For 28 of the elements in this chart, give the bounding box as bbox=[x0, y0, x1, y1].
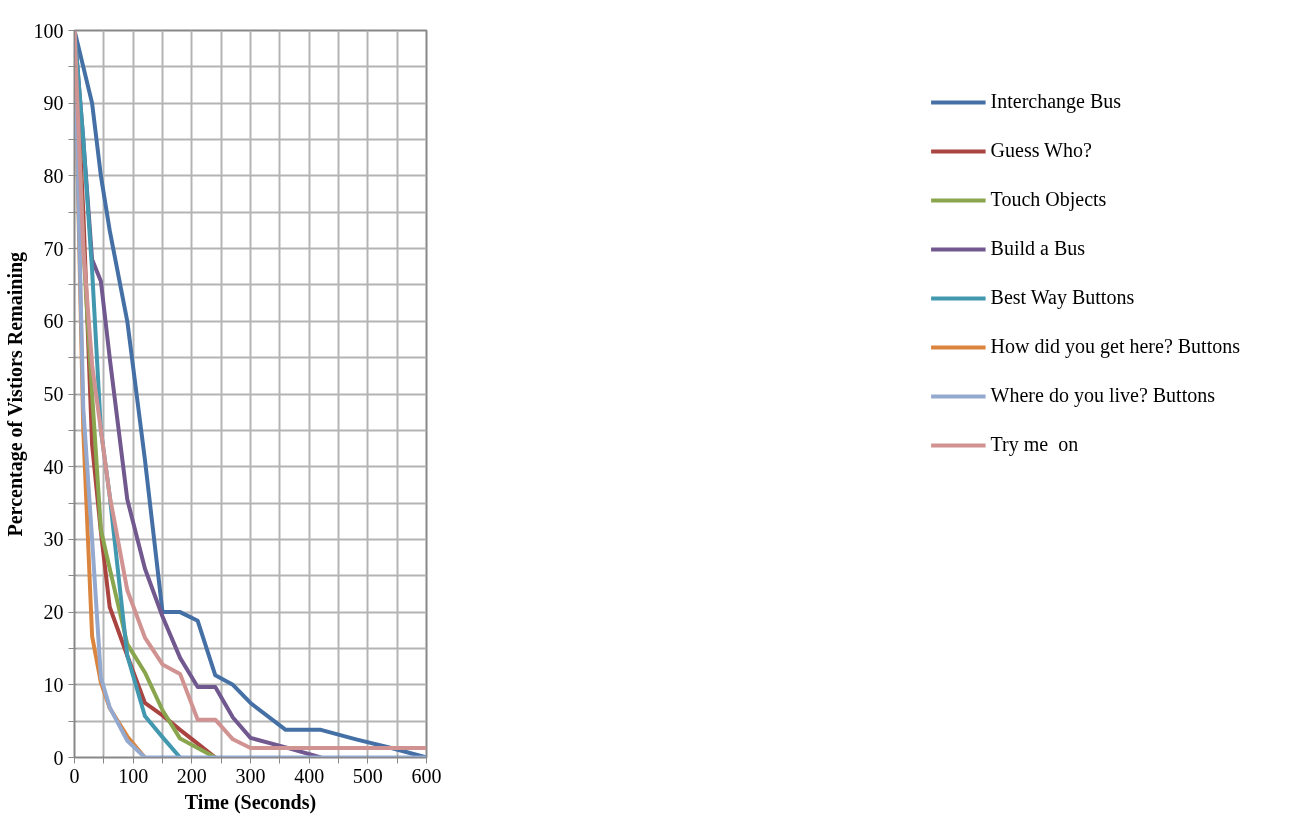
x-tick-label: 0 bbox=[69, 764, 80, 787]
x-axis-title: Time (Seconds) bbox=[184, 790, 317, 814]
legend-label: Interchange Bus bbox=[990, 90, 1122, 113]
legend-label: Guess Who? bbox=[990, 139, 1092, 162]
legend-label: Touch Objects bbox=[990, 188, 1107, 211]
x-tick-label: 200 bbox=[176, 764, 207, 787]
y-tick-label: 60 bbox=[43, 310, 64, 333]
legend-label: Where do you live? Buttons bbox=[990, 384, 1215, 407]
x-tick-label: 400 bbox=[294, 764, 325, 787]
y-tick-label: 100 bbox=[33, 19, 64, 42]
y-tick-label: 10 bbox=[43, 673, 64, 696]
x-tick-label: 600 bbox=[411, 764, 442, 787]
y-tick-label: 20 bbox=[43, 601, 64, 624]
legend-label: Try me on bbox=[990, 433, 1079, 456]
x-tick-label: 100 bbox=[118, 764, 149, 787]
y-tick-label: 40 bbox=[43, 455, 64, 478]
x-tick-label: 300 bbox=[235, 764, 266, 787]
y-tick-label: 80 bbox=[43, 164, 64, 187]
y-tick-label: 70 bbox=[43, 237, 64, 260]
legend-label: How did you get here? Buttons bbox=[990, 335, 1240, 358]
y-tick-label: 90 bbox=[43, 92, 64, 115]
y-tick-label: 50 bbox=[43, 383, 64, 405]
x-tick-label: 500 bbox=[352, 764, 383, 787]
y-axis-title: Percentage of Vistiors Remaining bbox=[3, 251, 27, 537]
legend-label: Best Way Buttons bbox=[990, 286, 1135, 309]
y-tick-label: 0 bbox=[53, 746, 64, 769]
legend-label: Build a Bus bbox=[990, 237, 1086, 260]
y-tick-label: 30 bbox=[43, 528, 64, 551]
